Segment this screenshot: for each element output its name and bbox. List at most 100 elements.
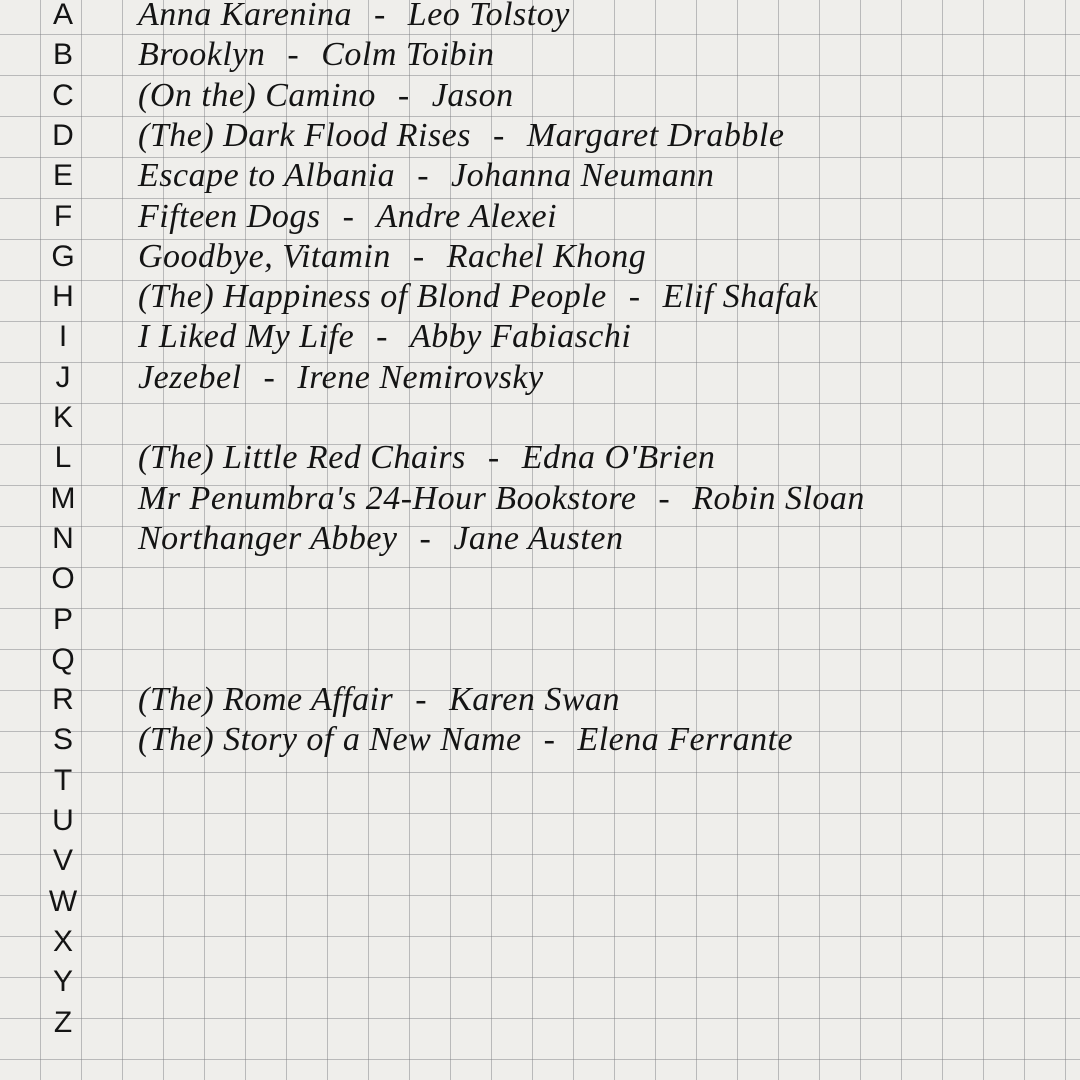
list-row-u: U xyxy=(0,802,1080,842)
row-letter: Z xyxy=(53,1005,73,1039)
separator-dash: - xyxy=(543,721,556,759)
book-title: Anna Karenina xyxy=(138,0,352,33)
book-title: (The) Little Red Chairs xyxy=(138,439,466,477)
row-letter: U xyxy=(52,804,74,837)
book-title: (On the) Camino xyxy=(138,76,376,114)
book-author: Margaret Drabble xyxy=(526,116,785,154)
book-entry: Goodbye, Vitamin - Rachel Khong xyxy=(138,238,646,276)
row-letter: O xyxy=(51,562,75,596)
row-letter: N xyxy=(52,521,74,555)
book-author: Leo Tolstoy xyxy=(407,0,570,33)
list-row-z: Z xyxy=(0,1004,1080,1044)
list-row-f: F Fifteen Dogs - Andre Alexei xyxy=(0,198,1080,238)
book-entry: (The) Rome Affair - Karen Swan xyxy=(138,681,620,719)
list-row-e: E Escape to Albania - Johanna Neumann xyxy=(0,157,1080,197)
list-row-b: B Brooklyn - Colm Toibin xyxy=(0,36,1080,76)
book-entry: Northanger Abbey - Jane Austen xyxy=(138,520,623,558)
book-author: Edna O'Brien xyxy=(521,439,716,477)
row-letter: A xyxy=(52,0,73,31)
list-row-q: Q xyxy=(0,641,1080,681)
list-row-p: P xyxy=(0,601,1080,641)
separator-dash: - xyxy=(487,439,500,477)
book-title: Northanger Abbey xyxy=(138,519,398,557)
list-row-j: J Jezebel - Irene Nemirovsky xyxy=(0,359,1080,399)
list-row-d: D (The) Dark Flood Rises - Margaret Drabble xyxy=(0,117,1080,157)
book-author: Elif Shafak xyxy=(662,278,819,316)
list-row-l: L (The) Little Red Chairs - Edna O'Brien xyxy=(0,439,1080,479)
separator-dash: - xyxy=(419,519,432,557)
book-entry: Jezebel - Irene Nemirovsky xyxy=(138,359,544,397)
book-entry: Escape to Albania - Johanna Neumann xyxy=(138,157,714,195)
list-row-v: V xyxy=(0,842,1080,882)
book-author: Karen Swan xyxy=(449,681,621,719)
list-row-m: M Mr Penumbra's 24-Hour Bookstore - Robin S… xyxy=(0,480,1080,520)
row-letter: T xyxy=(53,763,73,797)
row-letter: L xyxy=(54,441,72,475)
row-letter: J xyxy=(55,360,71,394)
separator-dash: - xyxy=(493,116,505,154)
row-letter: R xyxy=(52,683,74,717)
book-author: Irene Nemirovsky xyxy=(297,358,544,396)
book-author: Andre Alexei xyxy=(376,197,558,235)
list-row-x: X xyxy=(0,923,1080,963)
row-letter: I xyxy=(58,320,68,354)
list-row-o: O xyxy=(0,560,1080,600)
list-row-y: Y xyxy=(0,963,1080,1003)
list-row-w: W xyxy=(0,883,1080,923)
book-title: Escape to Albania xyxy=(138,157,396,195)
list-row-g: G Goodbye, Vitamin - Rachel Khong xyxy=(0,238,1080,278)
separator-dash: - xyxy=(373,0,386,33)
row-letter: W xyxy=(48,884,78,918)
book-author: Colm Toibin xyxy=(321,36,495,74)
list-row-t: T xyxy=(0,762,1080,802)
list-row-k: K xyxy=(0,399,1080,439)
book-title: (The) Happiness of Blond People xyxy=(138,278,607,316)
book-entry: Mr Penumbra's 24-Hour Bookstore - Robin Sl… xyxy=(138,480,865,518)
book-author: Jane Austen xyxy=(453,519,624,557)
list-row-s: S (The) Story of a New Name - Elena Ferrant… xyxy=(0,721,1080,761)
book-author: Rachel Khong xyxy=(446,237,647,275)
row-letter: M xyxy=(50,481,76,515)
row-letter: F xyxy=(53,199,73,233)
book-entry: Brooklyn - Colm Toibin xyxy=(138,36,495,74)
separator-dash: - xyxy=(342,197,355,235)
book-title: Jezebel xyxy=(138,358,242,396)
row-letter: Y xyxy=(52,965,73,999)
book-author: Abby Fabiaschi xyxy=(410,318,632,356)
book-entry: I Liked My Life - Abby Fabiaschi xyxy=(138,318,631,356)
book-title: Goodbye, Vitamin xyxy=(138,237,391,275)
row-letter: E xyxy=(52,159,73,193)
separator-dash: - xyxy=(263,358,276,396)
row-letter: B xyxy=(52,38,73,72)
book-title: (The) Rome Affair xyxy=(138,681,394,719)
book-author: Jason xyxy=(431,76,514,114)
book-title: Brooklyn xyxy=(138,36,266,74)
row-letter: K xyxy=(52,401,73,434)
separator-dash: - xyxy=(376,318,388,356)
book-entry: (The) Little Red Chairs - Edna O'Brien xyxy=(138,439,715,477)
list-row-h: H (The) Happiness of Blond People - Elif Sh… xyxy=(0,278,1080,318)
separator-dash: - xyxy=(628,278,641,316)
separator-dash: - xyxy=(287,36,300,74)
row-letter: X xyxy=(52,924,73,958)
list-row-r: R (The) Rome Affair - Karen Swan xyxy=(0,681,1080,721)
book-entry: (The) Story of a New Name - Elena Ferrante xyxy=(138,721,793,759)
list-row-a: A Anna Karenina - Leo Tolstoy xyxy=(0,0,1080,36)
row-letter: S xyxy=(52,723,73,757)
row-letter: P xyxy=(52,602,73,636)
book-entry: Anna Karenina - Leo Tolstoy xyxy=(138,0,570,34)
book-title: Mr Penumbra's 24-Hour Bookstore xyxy=(138,479,637,517)
book-title: (The) Story of a New Name xyxy=(138,721,522,759)
book-title: Fifteen Dogs xyxy=(138,197,321,235)
book-author: Johanna Neumann xyxy=(451,157,715,195)
row-letter: G xyxy=(51,239,75,273)
separator-dash: - xyxy=(658,479,671,517)
separator-dash: - xyxy=(412,237,425,275)
row-letter: D xyxy=(52,118,74,152)
row-letter: V xyxy=(52,844,73,878)
row-letter: H xyxy=(52,280,74,314)
row-letter: C xyxy=(52,78,74,112)
book-entry: (The) Dark Flood Rises - Margaret Drabble xyxy=(138,117,784,155)
book-entry: (The) Happiness of Blond People - Elif Sha… xyxy=(138,278,818,316)
